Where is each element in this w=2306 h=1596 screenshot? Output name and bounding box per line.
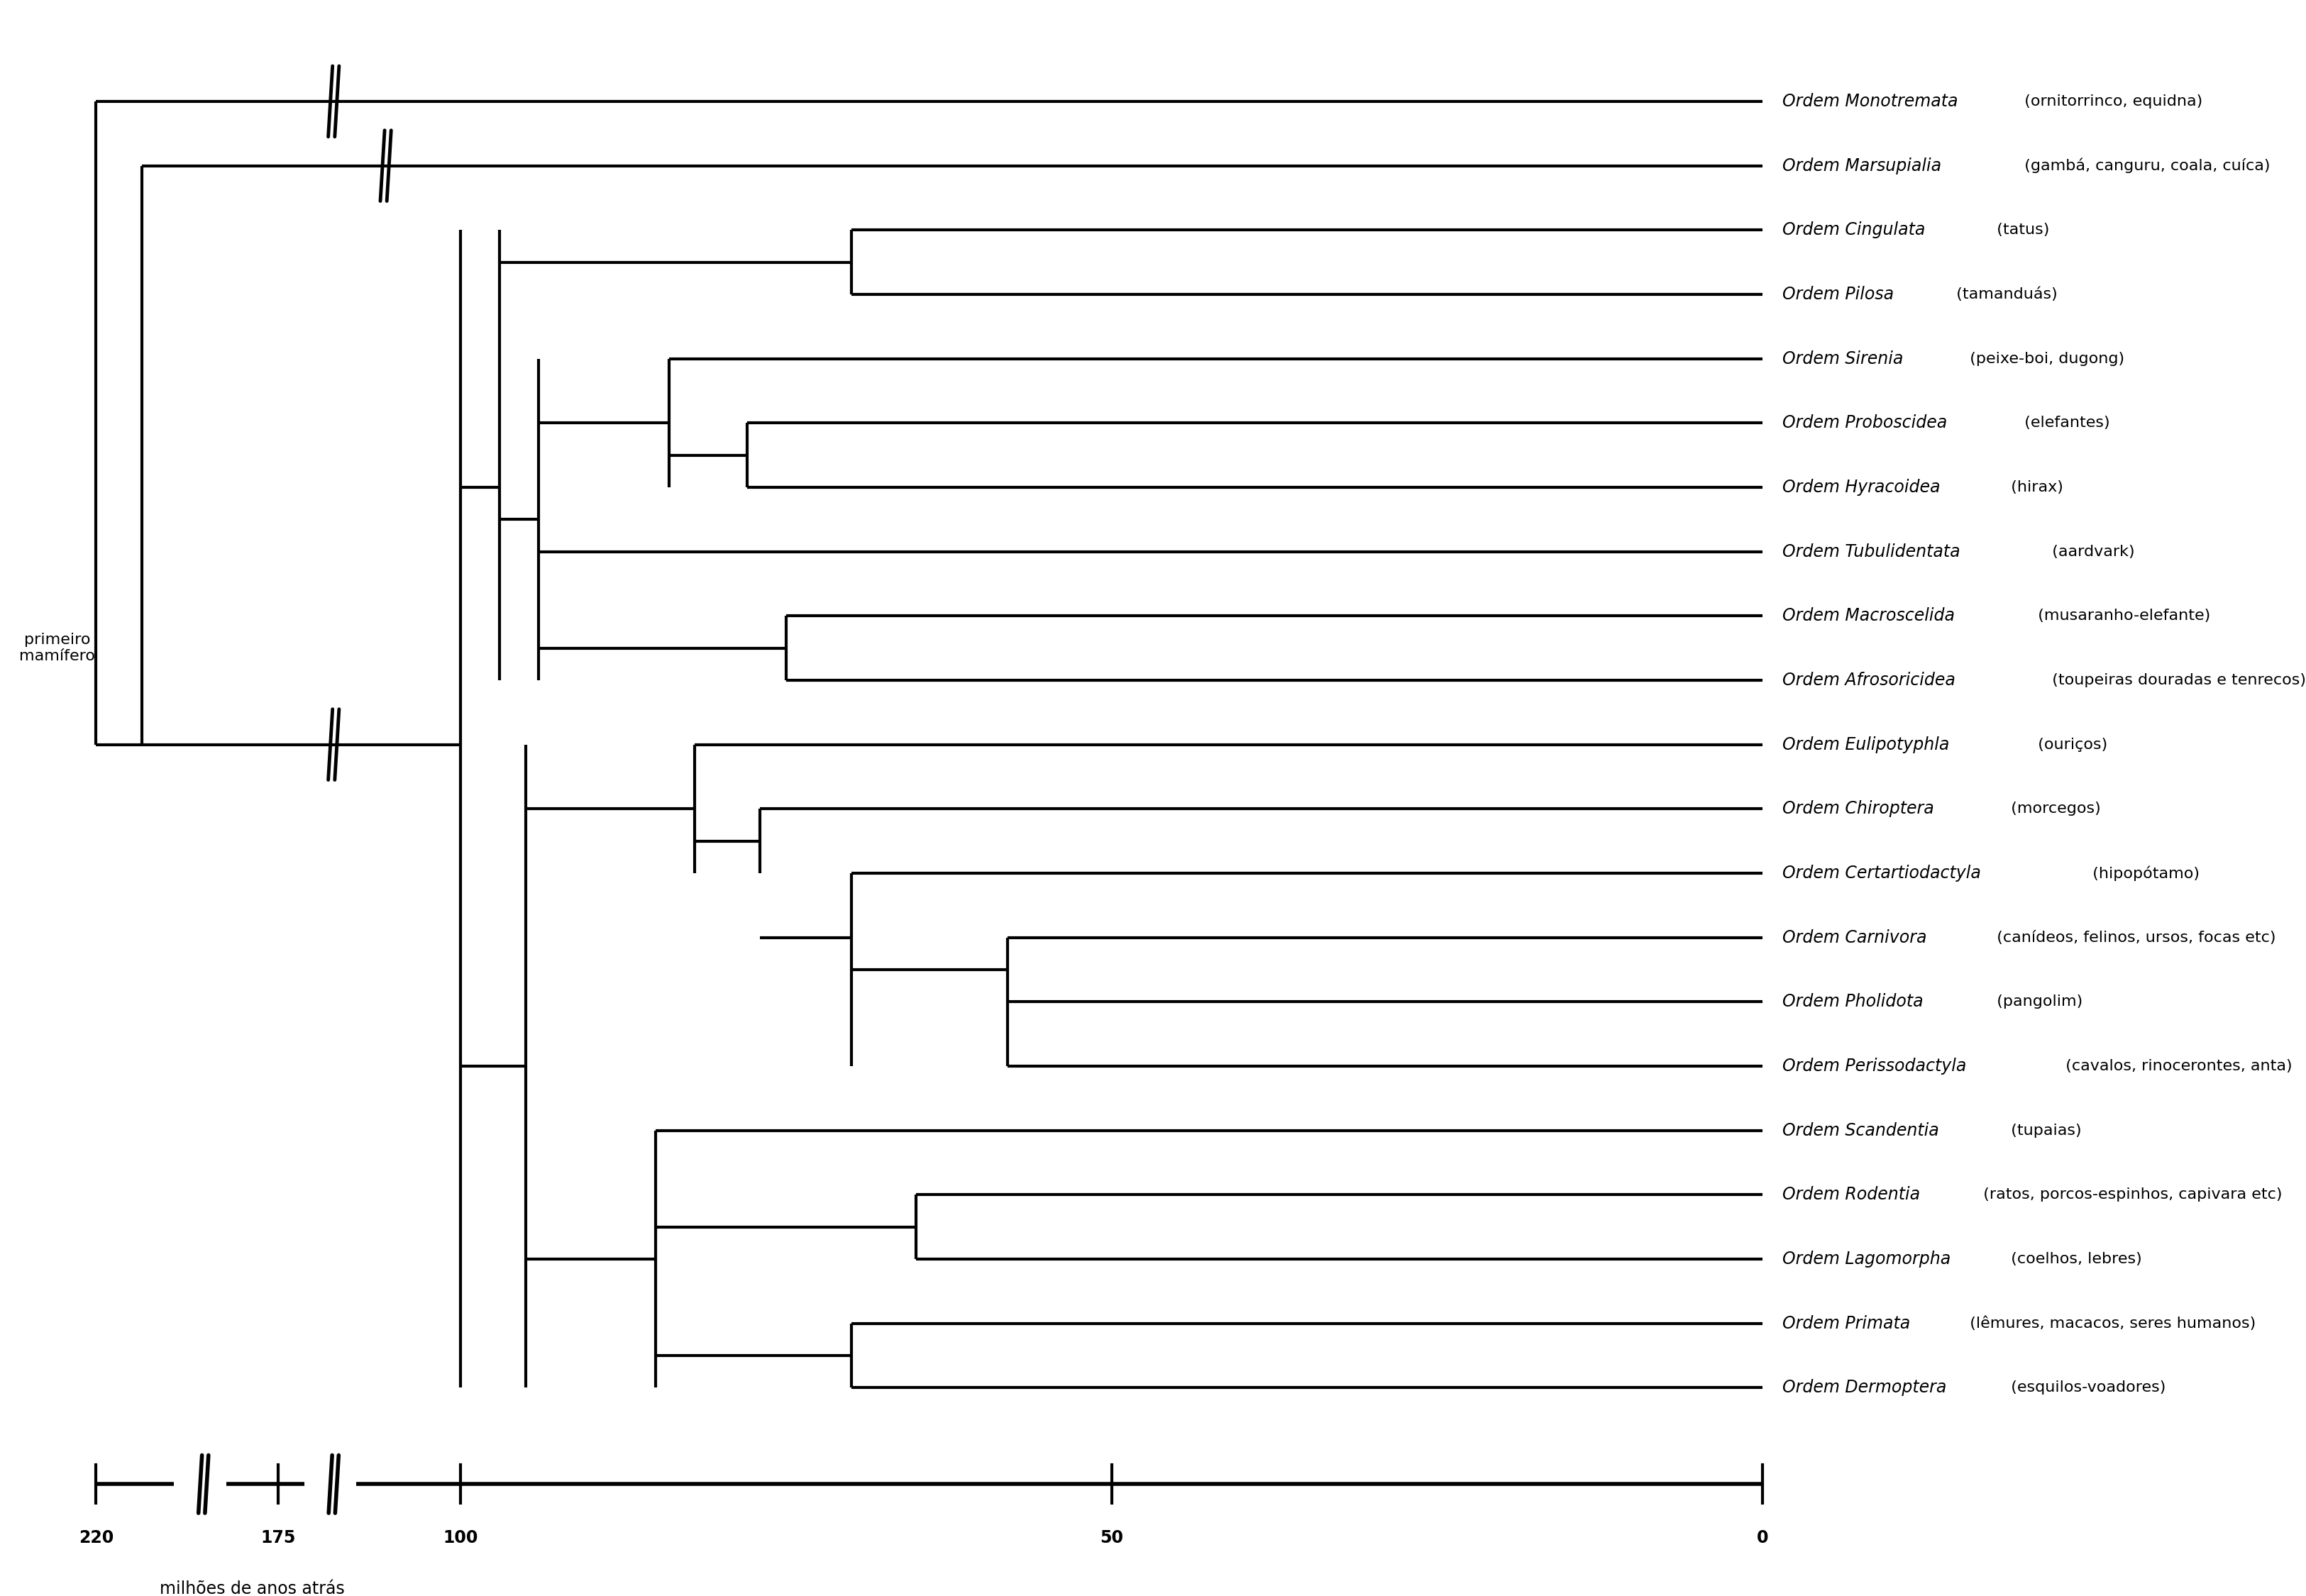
Text: Ordem Lagomorpha: Ordem Lagomorpha [1783,1251,1951,1267]
Text: (pangolim): (pangolim) [1988,994,2082,1009]
Text: (morcegos): (morcegos) [2002,801,2101,816]
Text: Ordem Dermoptera: Ordem Dermoptera [1783,1379,1946,1396]
Text: (canídeos, felinos, ursos, focas etc): (canídeos, felinos, ursos, focas etc) [1988,930,2276,945]
Text: (peixe-boi, dugong): (peixe-boi, dugong) [1960,351,2124,365]
Text: (aardvark): (aardvark) [2041,544,2135,559]
Text: Ordem Scandentia: Ordem Scandentia [1783,1122,1939,1140]
Text: 175: 175 [261,1529,295,1547]
Text: Ordem Rodentia: Ordem Rodentia [1783,1186,1921,1203]
Text: Ordem Pilosa: Ordem Pilosa [1783,286,1893,303]
Text: 50: 50 [1100,1529,1123,1547]
Text: 100: 100 [443,1529,477,1547]
Text: (coelhos, lebres): (coelhos, lebres) [2002,1251,2142,1266]
Text: (tupaias): (tupaias) [2002,1124,2082,1138]
Text: (hirax): (hirax) [2002,480,2064,495]
Text: Ordem Tubulidentata: Ordem Tubulidentata [1783,543,1960,560]
Text: Ordem Monotremata: Ordem Monotremata [1783,93,1958,110]
Text: (musaranho-elefante): (musaranho-elefante) [2027,608,2211,622]
Text: (elefantes): (elefantes) [2015,417,2110,429]
Text: Ordem Proboscidea: Ordem Proboscidea [1783,415,1946,431]
Text: (ouriços): (ouriços) [2027,737,2108,752]
Text: Ordem Pholidota: Ordem Pholidota [1783,993,1923,1010]
Text: Ordem Perissodactyla: Ordem Perissodactyla [1783,1058,1967,1074]
Text: 0: 0 [1757,1529,1769,1547]
Text: Ordem Certartiodactyla: Ordem Certartiodactyla [1783,865,1981,881]
Text: Ordem Eulipotyphla: Ordem Eulipotyphla [1783,736,1949,753]
Text: Ordem Macroscelida: Ordem Macroscelida [1783,608,1955,624]
Text: 220: 220 [78,1529,113,1547]
Text: Ordem Cingulata: Ordem Cingulata [1783,222,1926,238]
Text: (tamanduás): (tamanduás) [1946,287,2057,302]
Text: Ordem Marsupialia: Ordem Marsupialia [1783,156,1942,174]
Text: Ordem Hyracoidea: Ordem Hyracoidea [1783,479,1939,496]
Text: (lêmures, macacos, seres humanos): (lêmures, macacos, seres humanos) [1960,1317,2255,1331]
Text: (toupeiras douradas e tenrecos): (toupeiras douradas e tenrecos) [2041,674,2306,688]
Text: Ordem Afrosoricidea: Ordem Afrosoricidea [1783,672,1955,689]
Text: Ordem Sirenia: Ordem Sirenia [1783,350,1902,367]
Text: (gambá, canguru, coala, cuíca): (gambá, canguru, coala, cuíca) [2015,158,2269,174]
Text: Ordem Chiroptera: Ordem Chiroptera [1783,800,1935,817]
Text: (tatus): (tatus) [1988,223,2050,238]
Text: (cavalos, rinocerontes, anta): (cavalos, rinocerontes, anta) [2055,1060,2292,1073]
Text: (esquilos-voadores): (esquilos-voadores) [2002,1381,2165,1395]
Text: milhões de anos atrás: milhões de anos atrás [159,1580,346,1596]
Text: Ordem Carnivora: Ordem Carnivora [1783,929,1926,946]
Text: (hipopótamo): (hipopótamo) [2082,865,2200,881]
Text: (ornitorrinco, equidna): (ornitorrinco, equidna) [2015,94,2202,109]
Text: Ordem Primata: Ordem Primata [1783,1315,1909,1333]
Text: (ratos, porcos-espinhos, capivara etc): (ratos, porcos-espinhos, capivara etc) [1974,1187,2283,1202]
Text: primeiro
mamífero: primeiro mamífero [18,632,95,664]
